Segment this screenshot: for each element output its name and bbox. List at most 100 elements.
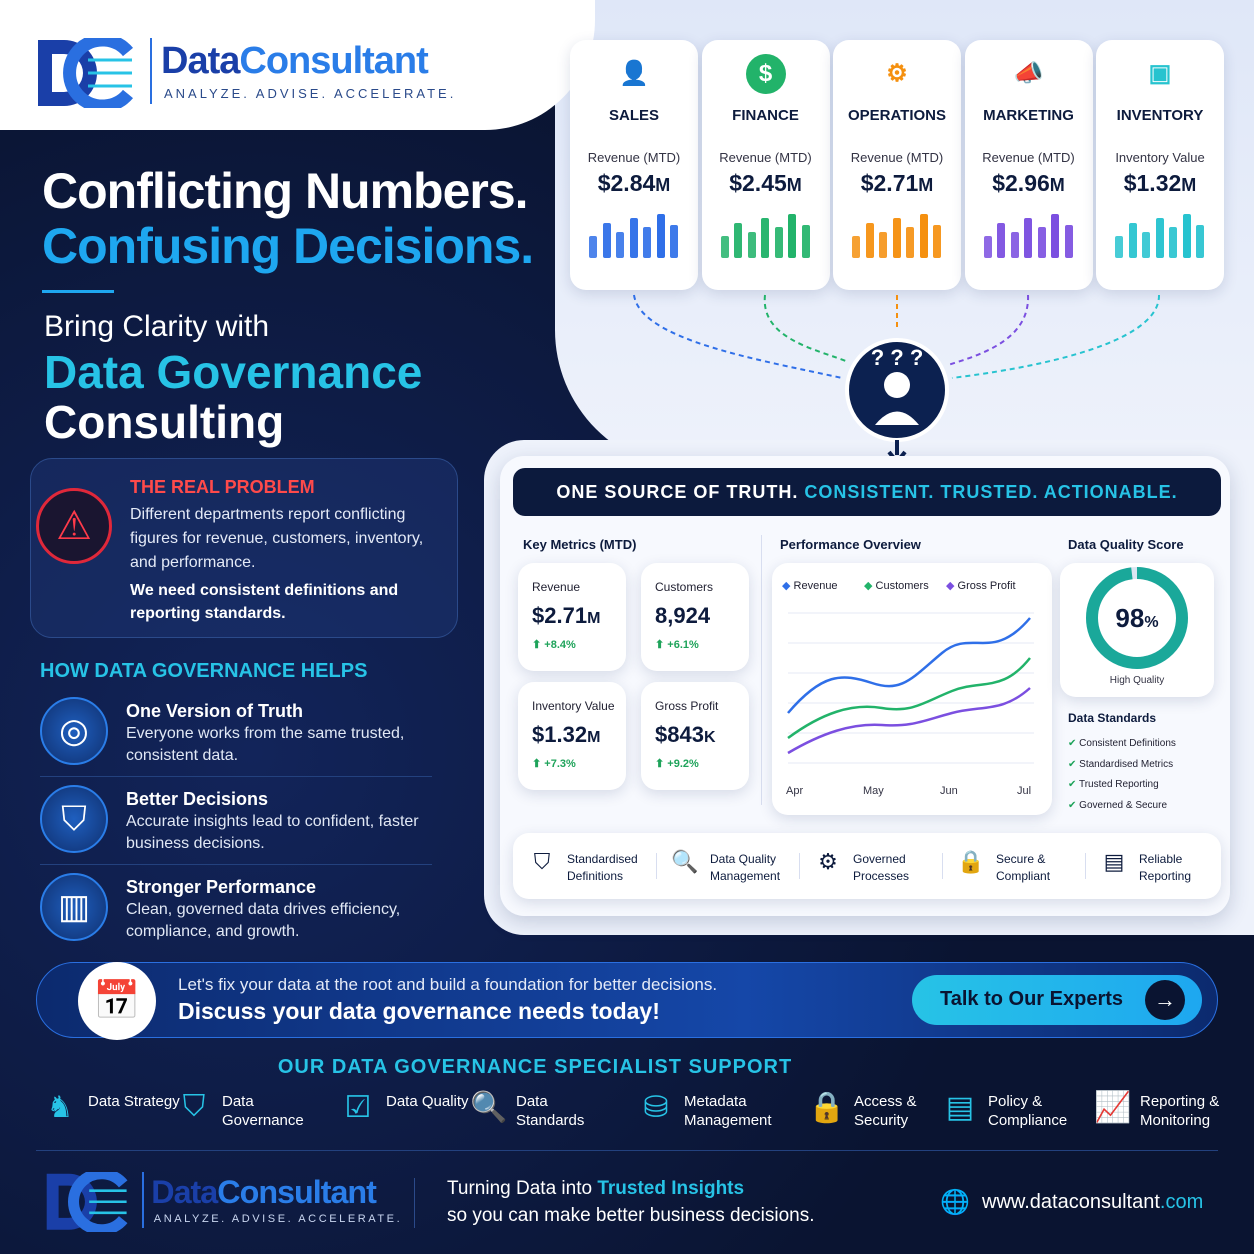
brand-name-2: Consultant xyxy=(217,1173,377,1210)
department-value: $2.96M xyxy=(965,170,1093,197)
footer-divider-v xyxy=(414,1178,415,1228)
cta-button[interactable]: Talk to Our Experts → xyxy=(912,975,1202,1025)
mini-bar xyxy=(629,218,638,258)
department-metric: Revenue (MTD) xyxy=(850,150,944,165)
brand-name-1: Data xyxy=(161,40,240,82)
brand-tagline: ANALYZE. ADVISE. ACCELERATE. xyxy=(153,1212,403,1225)
support-icon: 🔍 xyxy=(470,1091,508,1124)
metric-card: Gross Profit $843K ⬆ +9.2% xyxy=(641,682,749,790)
legend-label: Gross Profit xyxy=(957,580,1016,592)
mini-bar xyxy=(1155,218,1164,258)
logo-divider xyxy=(150,38,152,104)
metric-label: Gross Profit xyxy=(655,699,719,713)
department-value-number: $2.84 xyxy=(597,170,656,196)
legend-item: ◆ Revenue xyxy=(782,579,838,592)
question-marks: ? ? ? xyxy=(871,345,924,370)
brand-name-1: Data xyxy=(151,1173,218,1210)
dashboard-banner: ONE SOURCE OF TRUTH. CONSISTENT. TRUSTED… xyxy=(513,468,1221,516)
footer-url-main: www.dataconsultant xyxy=(982,1191,1160,1213)
department-card: 👤 SALES Revenue (MTD) $2.84M xyxy=(570,40,698,290)
mini-bar xyxy=(734,222,742,258)
support-icon: 🔒 xyxy=(808,1091,846,1124)
department-value-unit: M xyxy=(918,175,934,195)
help-title: One Version of Truth xyxy=(126,701,304,721)
metric-change: ⬆ +6.1% xyxy=(655,639,699,651)
hero-sub-1: Bring Clarity with xyxy=(44,310,270,343)
support-label: Data Standards xyxy=(516,1093,585,1129)
mini-bar xyxy=(879,231,887,258)
metric-value-number: $1.32 xyxy=(532,722,588,747)
support-icon: 📈 xyxy=(1094,1091,1132,1124)
metric-change-value: +7.3% xyxy=(544,758,576,770)
help-icon: ▥ xyxy=(40,873,108,941)
brand-name: DataConsultant xyxy=(161,40,429,83)
department-icon: ⚙ xyxy=(886,60,908,87)
mini-bar xyxy=(1182,214,1191,258)
mini-bar xyxy=(788,214,796,258)
problem-emphasis: We need consistent definitions and repor… xyxy=(130,582,399,622)
quality-score: 98% xyxy=(1060,603,1214,634)
hero-line-2: Confusing Decisions. xyxy=(42,218,534,274)
footer-tagline-top: Turning Data into Trusted Insights xyxy=(447,1178,744,1200)
support-icon: ⛁ xyxy=(643,1091,669,1124)
help-title: Stronger Performance xyxy=(126,877,317,897)
metric-label: Customers xyxy=(655,580,714,594)
legend-item: ◆ Gross Profit xyxy=(946,579,1016,592)
footer-url[interactable]: www.dataconsultant.com xyxy=(982,1191,1203,1214)
mini-bar xyxy=(602,222,611,258)
metric-value-unit: M xyxy=(587,610,601,627)
support-icon: ♞ xyxy=(46,1091,74,1124)
department-value: $2.71M xyxy=(833,170,961,197)
support-icon: ▤ xyxy=(945,1091,975,1124)
logo-d xyxy=(46,1173,97,1230)
standards-title: Data Standards xyxy=(1068,711,1157,725)
quality-score-unit: % xyxy=(1144,614,1159,631)
month-label: Apr xyxy=(786,785,804,797)
cta-line-2: Discuss your data governance needs today… xyxy=(178,998,660,1024)
feature-icon: 🔍 xyxy=(671,849,699,874)
hero-sub-2: Data Governance xyxy=(44,346,423,398)
connector xyxy=(763,294,849,363)
standard-label: Standardised Metrics xyxy=(1079,758,1174,770)
logo xyxy=(36,33,146,113)
performance-line xyxy=(787,617,1031,714)
check-icon: ✔ xyxy=(1068,779,1079,790)
metric-value-number: $843 xyxy=(655,722,704,747)
legend-swatch: ◆ xyxy=(946,580,958,592)
helps-title: HOW DATA GOVERNANCE HELPS xyxy=(40,660,368,682)
feature-icon: ▤ xyxy=(1103,849,1125,874)
help-title: Better Decisions xyxy=(126,789,269,809)
mini-bar xyxy=(656,214,665,258)
mini-bar xyxy=(852,236,860,258)
feature-label: Standardised Definitions xyxy=(567,852,638,883)
department-icon: 👤 xyxy=(619,60,649,87)
mini-bar xyxy=(906,227,914,258)
department-metric: Revenue (MTD) xyxy=(982,150,1075,165)
mini-bar xyxy=(1010,231,1019,258)
legend-item: ◆ Customers xyxy=(864,579,929,592)
support-label: Metadata Management xyxy=(684,1093,772,1129)
feature-divider xyxy=(1085,853,1086,879)
feature-divider xyxy=(656,853,657,879)
legend-swatch: ◆ xyxy=(782,580,794,592)
logo-panel xyxy=(0,0,595,130)
check-icon: ✔ xyxy=(1068,738,1080,749)
help-divider xyxy=(40,864,432,865)
mini-bar xyxy=(1115,236,1123,258)
department-value-number: $2.45 xyxy=(729,170,787,196)
quality-score-number: 98 xyxy=(1115,603,1145,633)
mini-bar xyxy=(933,225,941,258)
mini-bar xyxy=(589,236,597,258)
mini-bar xyxy=(761,218,769,258)
department-metric: Revenue (MTD) xyxy=(587,150,681,165)
metric-label: Revenue xyxy=(532,580,581,594)
department-name: SALES xyxy=(608,107,659,124)
department-value-unit: M xyxy=(1181,175,1197,195)
mini-bar xyxy=(747,231,756,258)
standard-label: Trusted Reporting xyxy=(1078,779,1159,790)
department-metric: Revenue (MTD) xyxy=(719,150,812,165)
logo-c xyxy=(63,33,134,113)
performance-plot xyxy=(787,612,1034,764)
month-label: Jun xyxy=(940,785,958,797)
support-label: Policy & Compliance xyxy=(988,1093,1068,1129)
